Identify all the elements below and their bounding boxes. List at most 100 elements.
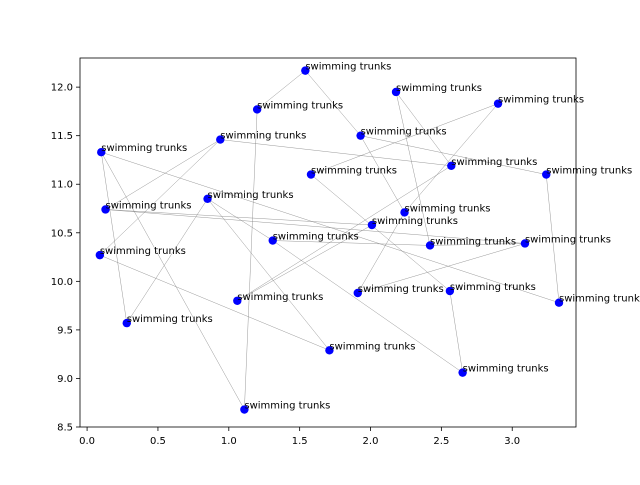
data-point	[391, 87, 401, 97]
data-point	[97, 147, 106, 157]
y-tick-label: 10.5	[51, 228, 73, 239]
y-tick-label: 11.5	[51, 131, 73, 142]
edge-line	[207, 198, 273, 241]
plot-frame	[79, 57, 577, 428]
point-label: swimming trunks	[405, 203, 491, 214]
edge-line	[310, 103, 499, 175]
y-tick-label: 10.0	[51, 277, 73, 288]
edge-line	[99, 139, 221, 256]
point-label: swimming trunks	[311, 166, 397, 177]
data-point	[493, 99, 503, 108]
point-label: swimming trunks	[463, 364, 549, 375]
edge-line	[395, 91, 431, 246]
edge-line	[449, 291, 463, 373]
x-tick-label: 2.5	[433, 436, 449, 447]
point-label: swimming trunks	[100, 246, 186, 257]
edge-line	[360, 135, 547, 175]
data-point	[400, 208, 409, 217]
edge-line	[244, 109, 258, 410]
point-label: swimming trunks	[220, 131, 306, 142]
point-label: swimming trunks	[257, 100, 343, 111]
y-tick-label: 9.0	[57, 374, 73, 385]
y-tick-label: 11.0	[51, 180, 73, 191]
point-label: swimming trunks	[361, 127, 447, 138]
x-tick-label: 2.0	[363, 436, 379, 447]
point-label: swimming trunks	[396, 83, 482, 94]
point-label: swimming trunks	[546, 166, 632, 177]
edge-line	[357, 212, 405, 294]
point-label: swimming trunks	[451, 157, 537, 168]
edge-line	[256, 70, 306, 110]
edge-line	[545, 174, 560, 303]
data-point	[325, 346, 334, 355]
edge-line	[357, 243, 526, 294]
point-label: swimming trunks	[305, 62, 391, 73]
point-label: swimming trunks	[430, 236, 516, 247]
data-point	[447, 161, 456, 170]
x-axis: 0.0 0.5 1.0 1.5 2.0 2.5 3.0	[79, 427, 520, 447]
point-label: swimming trunks	[498, 95, 584, 106]
point-label: swimming trunks	[559, 294, 640, 305]
edge-line	[305, 70, 361, 136]
edge-line	[220, 139, 452, 167]
y-axis: 8.5 9.0 9.5 10.0 10.5 11.0 11.5 12.0	[51, 83, 80, 434]
edge-line	[99, 254, 330, 351]
data-point	[554, 298, 564, 307]
edge-line	[105, 209, 372, 226]
data-point	[367, 220, 377, 230]
edge-line	[395, 91, 452, 166]
data-point	[101, 205, 110, 214]
edge-line	[101, 152, 245, 410]
data-point	[445, 286, 455, 296]
data-point	[542, 170, 551, 179]
point-label: swimming trunks	[372, 216, 458, 227]
x-tick-label: 3.0	[504, 436, 520, 447]
y-tick-label: 12.0	[51, 83, 73, 94]
x-tick-label: 0.0	[79, 436, 95, 447]
point-label: swimming trunks	[358, 284, 444, 295]
x-tick-label: 0.5	[150, 436, 166, 447]
data-point	[95, 250, 105, 260]
data-point	[122, 318, 131, 328]
point-label: swimming trunks	[450, 282, 536, 293]
data-point	[268, 236, 277, 245]
edge-line	[272, 240, 431, 246]
y-tick-label: 9.5	[57, 325, 73, 336]
point-label: swimming trunks	[237, 292, 323, 303]
point-label: swimming trunks	[273, 232, 359, 243]
y-tick-label: 8.5	[57, 423, 73, 434]
x-tick-label: 1.5	[292, 436, 308, 447]
data-point	[252, 105, 262, 114]
point-label: swimming trunks	[101, 143, 187, 154]
points-layer	[95, 66, 564, 414]
point-label: swimming trunks	[208, 190, 294, 201]
data-point	[356, 131, 365, 140]
edges-layer	[99, 70, 560, 410]
data-point	[425, 241, 435, 250]
edge-line	[237, 165, 452, 301]
point-label: swimming trunks	[329, 341, 415, 352]
data-point	[353, 288, 362, 298]
data-point	[520, 239, 530, 248]
data-point	[233, 296, 242, 305]
data-point	[240, 405, 249, 414]
edge-line	[310, 174, 451, 292]
x-tick-label: 1.0	[221, 436, 237, 447]
data-point	[203, 194, 212, 204]
point-label: swimming trunks	[106, 200, 192, 211]
data-point	[458, 368, 467, 377]
edge-line	[207, 198, 330, 351]
data-point	[301, 66, 310, 75]
data-point	[306, 170, 316, 179]
edge-line	[101, 152, 128, 324]
edge-line	[404, 103, 499, 213]
edge-line	[126, 198, 208, 324]
point-label: swimming trunks	[244, 401, 330, 412]
point-label: swimming trunks	[525, 234, 611, 245]
edge-line	[272, 240, 463, 373]
edge-line	[105, 139, 221, 210]
data-point	[216, 135, 225, 144]
